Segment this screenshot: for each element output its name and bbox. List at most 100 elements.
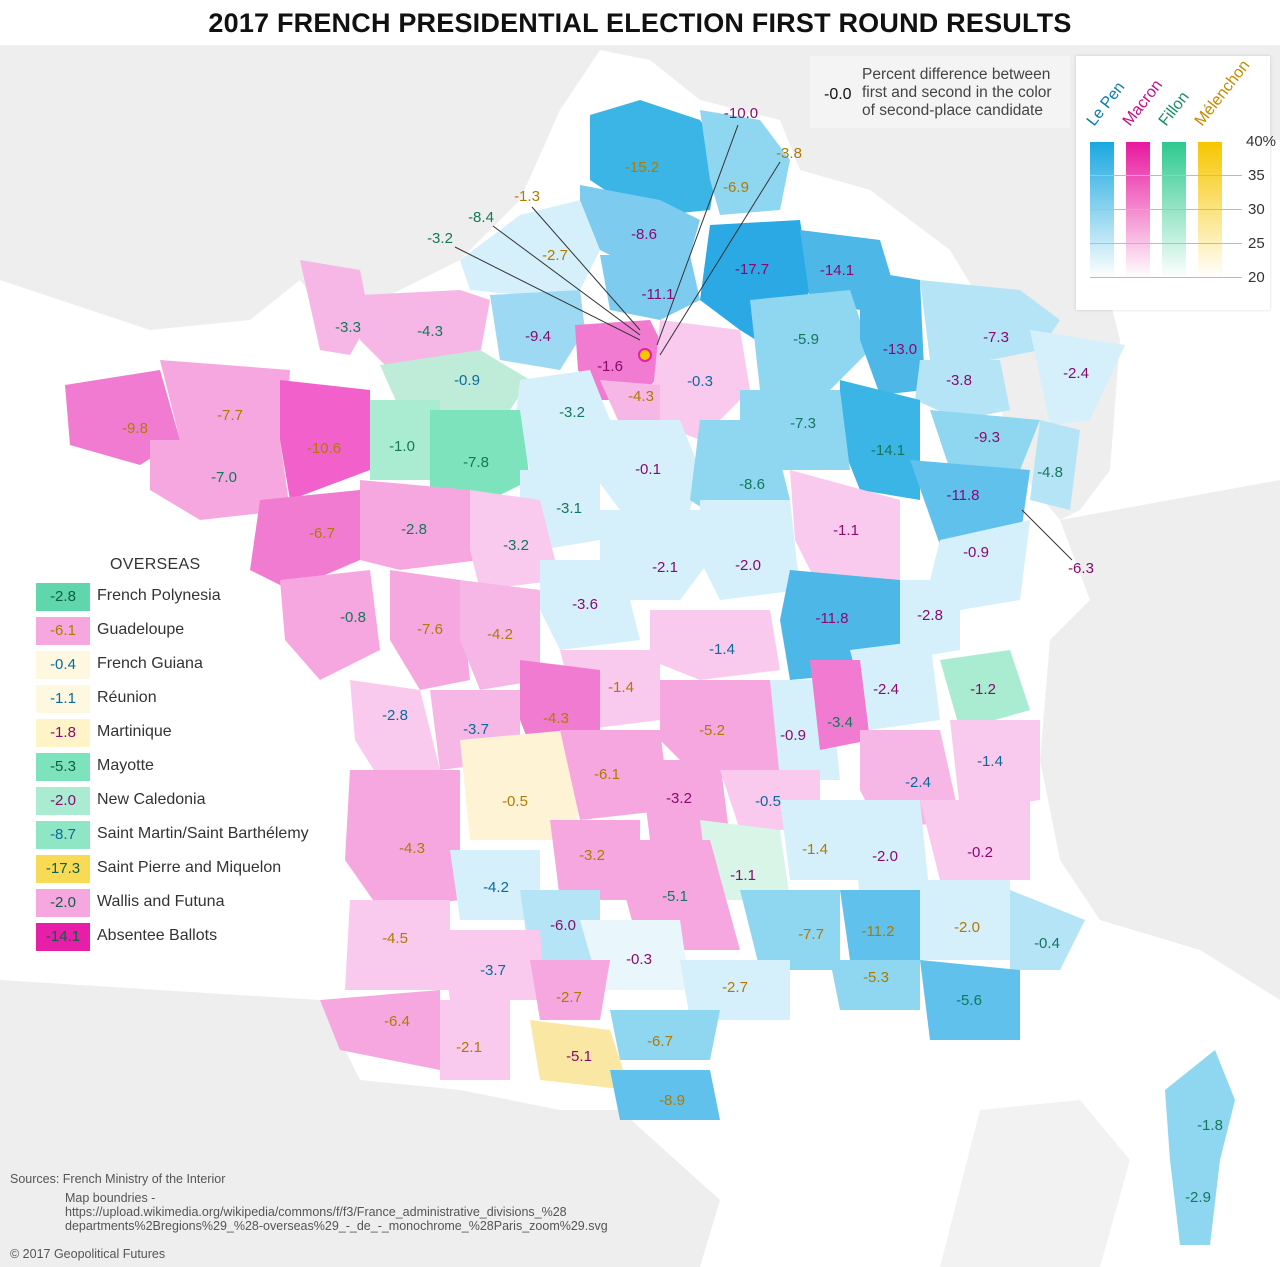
dept-region-loire-atl	[250, 490, 360, 590]
department-value-label: -3.8	[776, 145, 802, 162]
dept-region-cantal	[640, 760, 730, 840]
department-value-label: -17.7	[735, 261, 769, 278]
overseas-value-swatch: -6.1	[36, 617, 90, 645]
dept-region-puy-dome	[660, 680, 790, 780]
department-value-label: -0.9	[963, 544, 989, 561]
departments	[65, 100, 1235, 1245]
tick-label-25: 25	[1248, 235, 1265, 252]
department-value-label: -4.2	[483, 879, 509, 896]
dept-region-indre-loire	[470, 490, 560, 590]
dept-region-somme	[580, 185, 700, 260]
department-value-label: -5.6	[956, 992, 982, 1009]
dept-region-ain	[850, 640, 940, 730]
tick-line-30	[1090, 209, 1242, 210]
department-value-label: -9.3	[974, 429, 1000, 446]
note-line-2: first and second in the color	[862, 84, 1052, 101]
department-value-label: -7.7	[798, 926, 824, 943]
department-value-label: -6.4	[384, 1013, 410, 1030]
department-value-label: -4.3	[628, 388, 654, 405]
dept-region-orne	[380, 350, 530, 410]
department-value-label: -3.2	[579, 847, 605, 864]
legend-candidate-fillon: Fillon	[1155, 88, 1193, 130]
department-value-label: -2.4	[1063, 365, 1089, 382]
overseas-title: OVERSEAS	[110, 556, 201, 573]
department-value-label: -5.9	[793, 331, 819, 348]
overseas-value-swatch: -8.7	[36, 821, 90, 849]
dept-region-lozere	[700, 820, 790, 900]
department-value-label: -0.4	[1034, 935, 1060, 952]
ramp-melenchon	[1198, 142, 1222, 278]
leader-lines	[454, 124, 1073, 561]
department-value-label: -1.4	[709, 641, 735, 658]
ramp-macron	[1126, 142, 1150, 278]
dept-region-ariege	[530, 1020, 630, 1090]
dept-region-cote-or	[790, 470, 900, 590]
dept-region-aude	[610, 1010, 720, 1060]
dept-region-bas-rhin	[1030, 330, 1125, 425]
department-value-label: -11.8	[946, 487, 979, 504]
dept-region-dordogne	[460, 730, 580, 840]
department-value-label: -3.1	[556, 500, 582, 517]
department-value-label: -6.7	[647, 1033, 673, 1050]
department-value-label: -11.2	[861, 923, 894, 940]
department-value-label: -4.3	[417, 323, 443, 340]
overseas-label: French Guiana	[97, 655, 203, 672]
department-value-label: -1.1	[730, 867, 756, 884]
department-value-label: -1.4	[608, 679, 634, 696]
department-value-label: -9.8	[122, 420, 148, 437]
legend-candidate-melenchon: Mélenchon	[1191, 57, 1254, 130]
dept-region-meuse	[860, 270, 925, 395]
department-value-label: -8.6	[631, 226, 657, 243]
department-value-label: -6.9	[723, 179, 749, 196]
department-value-label: -3.2	[559, 404, 585, 421]
department-value-label: -3.6	[572, 596, 598, 613]
department-value-label: -1.8	[1197, 1117, 1223, 1134]
department-value-label: -3.7	[480, 962, 506, 979]
department-value-label: -5.2	[699, 722, 725, 739]
department-value-label: -4.2	[487, 626, 513, 643]
overseas-value-swatch: -2.8	[36, 583, 90, 611]
department-value-label: -4.8	[1037, 464, 1063, 481]
department-value-label: -3.8	[946, 372, 972, 389]
dept-region-ardeche	[780, 800, 860, 880]
dept-region-seine-marne	[650, 320, 750, 440]
department-value-label: -8.6	[739, 476, 765, 493]
department-value-label: -2.8	[401, 521, 427, 538]
tick-label-30: 30	[1248, 201, 1265, 218]
overseas-label: Saint Pierre and Miquelon	[97, 859, 282, 876]
dept-region-landes	[345, 900, 450, 990]
dept-region-calvados	[360, 290, 490, 370]
overseas-value-swatch: -14.1	[36, 923, 90, 951]
dept-region-morbihan	[150, 440, 290, 520]
department-value-label: -1.1	[833, 522, 859, 539]
sources-line-2: Map boundries -	[65, 1191, 156, 1205]
department-value-label: -2.7	[542, 247, 568, 264]
dept-region-alpes-maritimes	[1010, 890, 1085, 970]
dept-region-cher	[600, 510, 710, 600]
department-value-label: -5.3	[863, 969, 889, 986]
tick-line-35	[1090, 175, 1242, 176]
department-value-label: -2.8	[382, 707, 408, 724]
department-value-label: -0.3	[626, 951, 652, 968]
department-value-label: -7.8	[463, 454, 489, 471]
department-value-label: -2.1	[652, 559, 678, 576]
dept-region-hautes-pyr	[440, 1000, 510, 1080]
overseas-label: Wallis and Futuna	[97, 893, 225, 910]
department-value-label: -4.5	[382, 930, 408, 947]
department-value-label: -6.7	[309, 525, 335, 542]
tick-line-25	[1090, 243, 1242, 244]
dept-region-charente-mar	[350, 680, 440, 780]
department-value-label: -2.4	[873, 681, 899, 698]
department-value-label: -2.8	[917, 607, 943, 624]
department-value-label: -0.5	[755, 793, 781, 810]
dept-region-haute-corse	[1165, 1050, 1235, 1160]
department-value-label: -3.2	[503, 537, 529, 554]
dept-region-herault	[680, 960, 790, 1020]
paris-marker	[638, 348, 652, 362]
tick-label-40: 40%	[1246, 133, 1277, 150]
department-value-label: -2.1	[456, 1039, 482, 1056]
dept-region-oise	[600, 255, 700, 320]
dept-region-savoie	[950, 720, 1040, 810]
department-value-label: -2.7	[556, 989, 582, 1006]
tick-line-20	[1090, 277, 1242, 278]
